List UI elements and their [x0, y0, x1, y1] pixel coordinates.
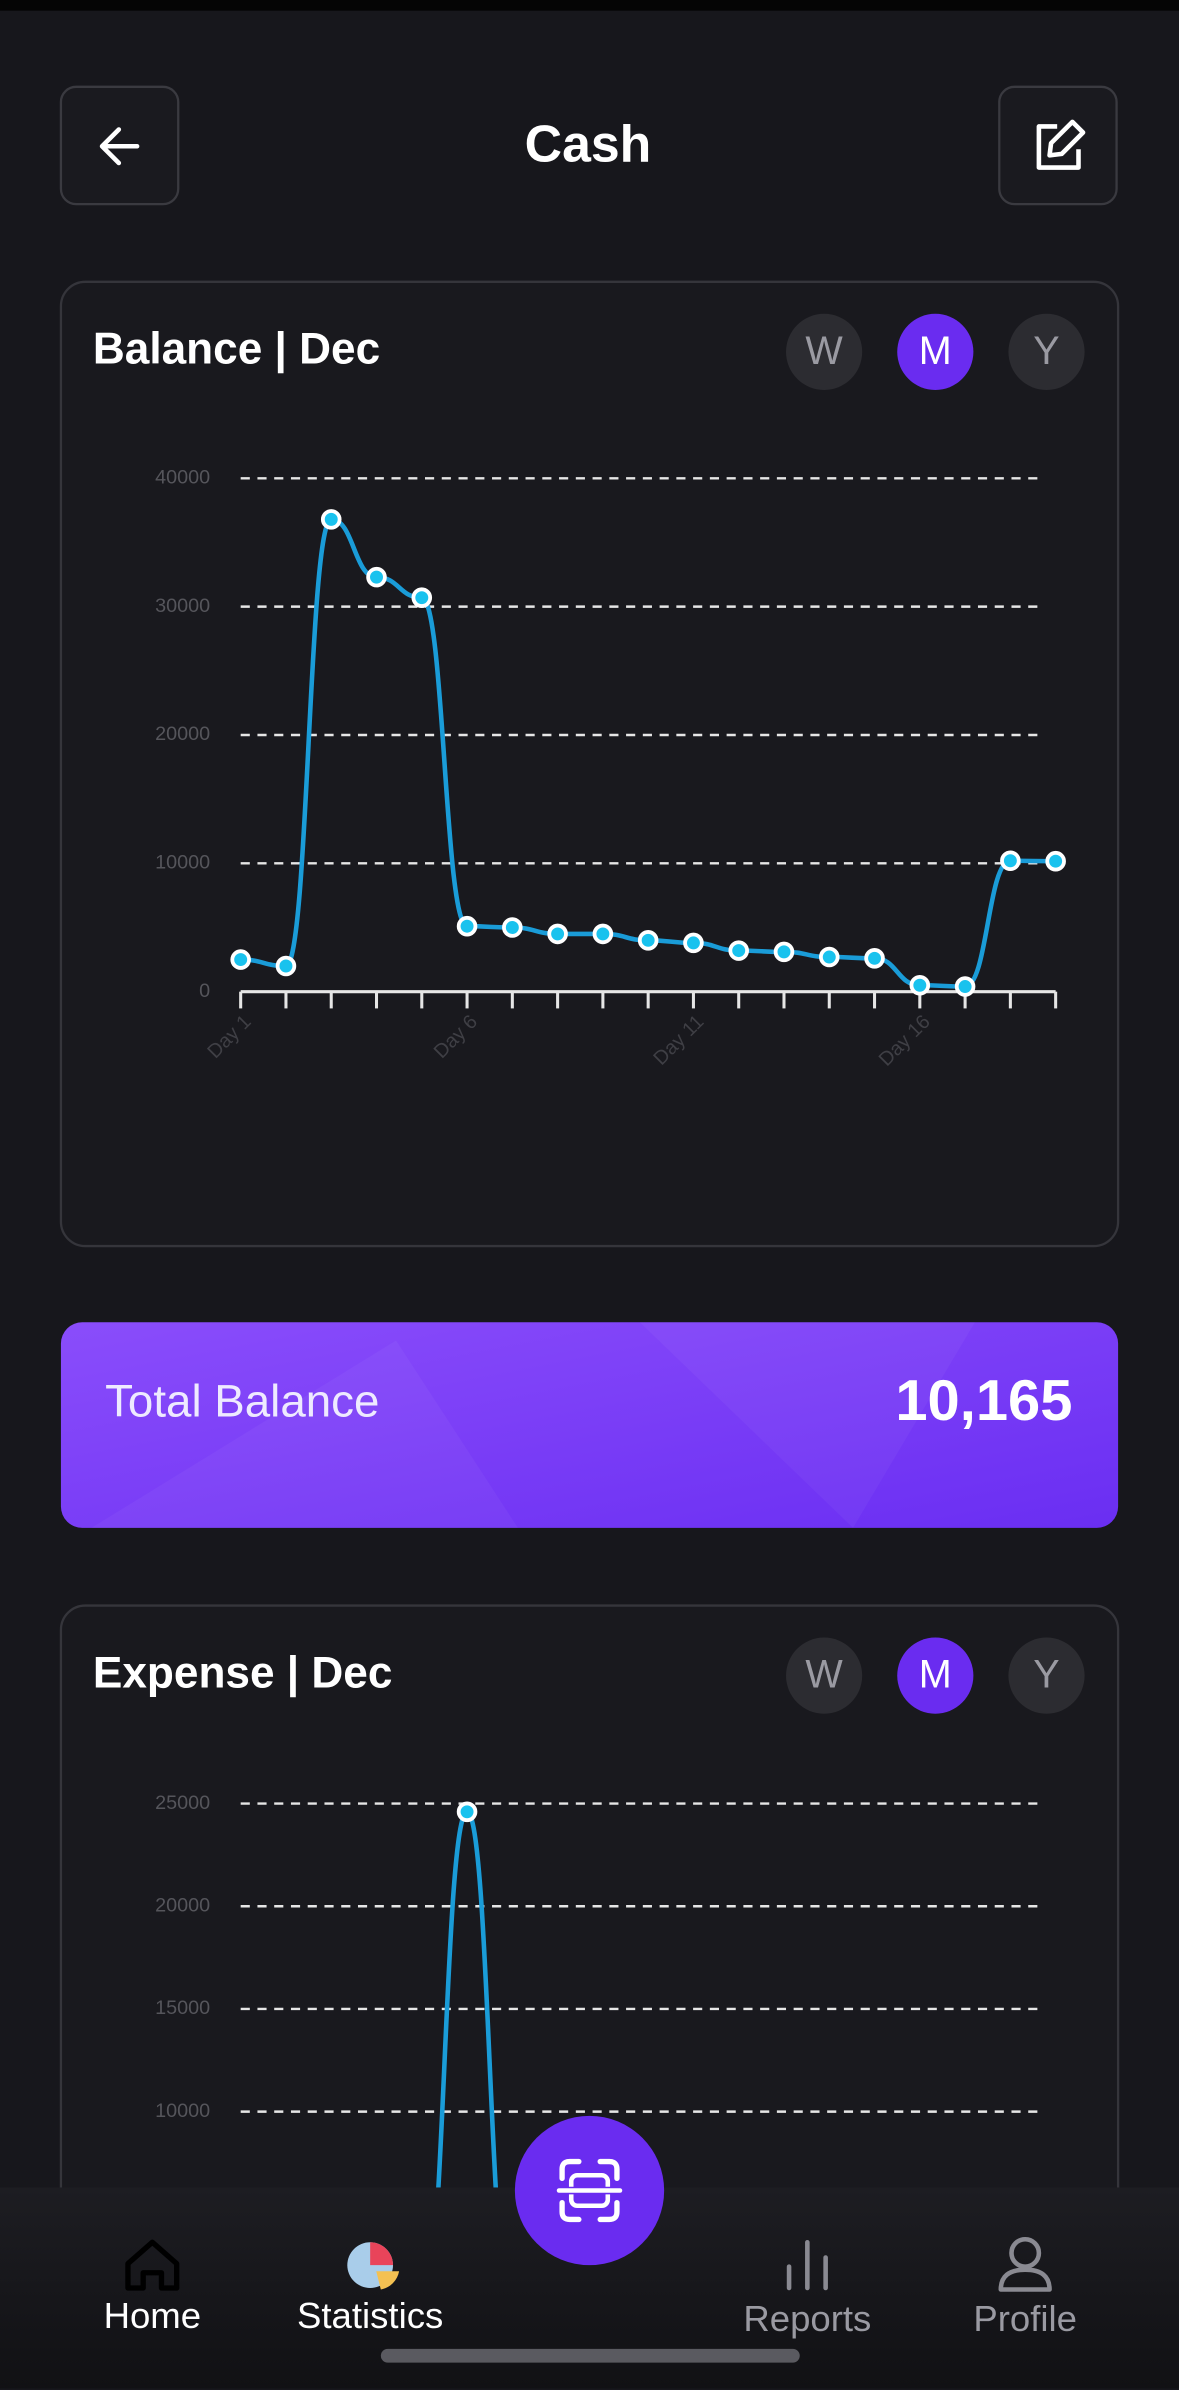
toggle-label: W	[805, 329, 843, 373]
data-point	[637, 930, 659, 951]
period-toggle[interactable]: M	[897, 1637, 974, 1714]
data-point	[411, 587, 433, 608]
y-tick-label: 15000	[155, 1997, 210, 2019]
toggle-bg	[1008, 1637, 1085, 1714]
toggle-bg	[897, 1637, 974, 1714]
data-point	[773, 941, 795, 963]
card-title: Balance | Dec	[93, 325, 380, 375]
data-point	[502, 917, 523, 938]
data-point	[1000, 850, 1021, 872]
y-tick-label: 0	[199, 980, 210, 1002]
data-point	[954, 976, 976, 997]
total-balance-value: 10,165	[895, 1369, 1072, 1433]
home-indicator	[380, 2348, 800, 2363]
card-texture	[91, 1322, 975, 1528]
toggle-label: M	[919, 329, 952, 373]
data-point	[366, 566, 387, 588]
period-toggle[interactable]: W	[786, 1637, 863, 1714]
toggle-bg	[1008, 313, 1085, 390]
period-toggle[interactable]: M	[897, 313, 974, 390]
nav-reports[interactable]: Reports	[743, 2240, 871, 2339]
data-point	[320, 509, 342, 530]
y-tick-label: 10000	[155, 852, 210, 874]
nav-label: Home	[104, 2295, 202, 2336]
toggle-label: Y	[1033, 1653, 1059, 1697]
bottom-nav: Home Statistics Reports Profile	[0, 2115, 1179, 2389]
period-toggle[interactable]: Y	[1008, 313, 1085, 390]
toggle-bg	[897, 313, 974, 390]
edit-button[interactable]	[998, 85, 1118, 206]
data-point	[230, 949, 251, 970]
period-toggle[interactable]: Y	[1008, 1637, 1085, 1714]
y-tick-label: 20000	[155, 1894, 210, 1916]
y-tick-label: 20000	[155, 723, 210, 745]
total-balance-card	[60, 1322, 1119, 1528]
nav-statistics[interactable]: Statistics	[297, 2242, 443, 2336]
toggle-bg	[786, 313, 863, 390]
status-strip	[0, 0, 1179, 11]
nav-label: Profile	[973, 2298, 1077, 2339]
data-point	[909, 974, 931, 996]
data-point	[275, 955, 297, 977]
y-tick-label: 40000	[155, 467, 210, 489]
toggle-bg	[786, 1637, 863, 1714]
period-toggle[interactable]: W	[786, 313, 863, 390]
data-point	[456, 915, 478, 937]
nav-label: Reports	[743, 2298, 871, 2339]
back-button[interactable]	[59, 85, 180, 206]
data-point	[864, 948, 885, 969]
y-tick-label: 10000	[155, 2100, 210, 2122]
toggle-label: M	[919, 1653, 952, 1697]
data-point	[592, 923, 614, 945]
y-tick-label: 30000	[155, 595, 210, 617]
toggle-label: W	[805, 1653, 843, 1697]
total-balance-label: Total Balance	[105, 1376, 379, 1427]
data-point	[547, 923, 568, 945]
data-point	[728, 940, 749, 961]
y-tick-label: 25000	[155, 1792, 210, 1814]
card-title: Expense | Dec	[93, 1648, 393, 1698]
balance-card	[59, 280, 1120, 1248]
nav-label: Statistics	[297, 2295, 443, 2336]
page-title: Cash	[525, 114, 652, 172]
toggle-label: Y	[1033, 329, 1059, 373]
scan-button[interactable]	[514, 2115, 665, 2266]
data-point	[456, 1801, 478, 1823]
nav-profile[interactable]: Profile	[973, 2236, 1077, 2339]
data-point	[818, 946, 840, 968]
data-point	[1045, 850, 1066, 872]
nav-home[interactable]: Home	[104, 2239, 202, 2336]
data-point	[683, 932, 704, 954]
